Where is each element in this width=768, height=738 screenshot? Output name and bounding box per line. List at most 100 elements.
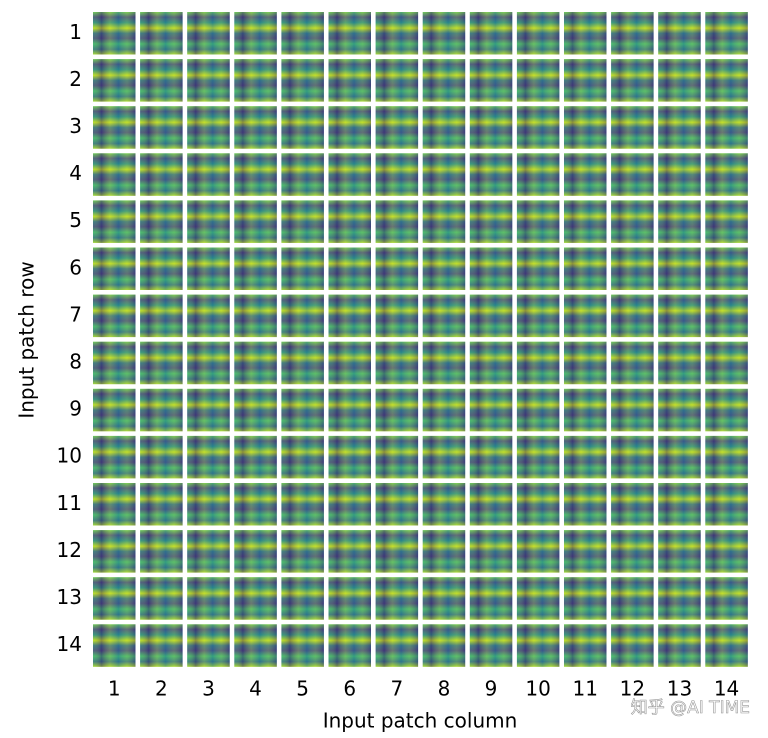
- tile-overlay: [516, 341, 560, 385]
- tile-overlay: [375, 388, 419, 432]
- tile-overlay: [469, 388, 513, 432]
- tile-overlay: [705, 294, 748, 338]
- tile-overlay: [469, 294, 513, 338]
- tile-overlay: [611, 247, 654, 290]
- tile-overlay: [281, 59, 324, 102]
- tile-overlay: [234, 388, 277, 432]
- tile-overlay: [564, 247, 607, 290]
- tile-overlay: [564, 12, 607, 55]
- x-tick-label: 13: [667, 677, 692, 701]
- tile-overlay: [611, 435, 654, 479]
- tile-overlay: [328, 12, 371, 55]
- tile-overlay: [658, 577, 701, 620]
- x-tick-label: 6: [343, 677, 356, 701]
- tile-overlay: [187, 341, 230, 385]
- tile-overlay: [328, 483, 371, 526]
- tile-overlay: [516, 59, 560, 102]
- tile-overlay: [281, 106, 324, 149]
- tile-overlay: [281, 341, 324, 385]
- tile-overlay: [516, 435, 560, 479]
- x-tick-label: 14: [714, 677, 739, 701]
- tile-overlay: [328, 59, 371, 102]
- tile-overlay: [422, 341, 466, 385]
- tile-overlay: [140, 294, 183, 338]
- tile-overlay: [187, 435, 230, 479]
- tile-overlay: [516, 247, 560, 290]
- tile-overlay: [328, 577, 371, 620]
- tile-overlay: [422, 106, 466, 149]
- tile-overlay: [281, 153, 324, 196]
- tile-overlay: [658, 435, 701, 479]
- tile-overlay: [516, 294, 560, 338]
- tile-overlay: [93, 153, 136, 196]
- tile-overlay: [422, 577, 466, 620]
- tile-overlay: [93, 12, 136, 55]
- tile-overlay: [375, 294, 419, 338]
- tile-overlay: [658, 294, 701, 338]
- y-tick-label: 9: [69, 397, 82, 421]
- tile-overlay: [328, 341, 371, 385]
- tile-overlay: [234, 435, 277, 479]
- tile-grid: [93, 12, 748, 667]
- x-tick-label: 8: [438, 677, 451, 701]
- tile-overlay: [658, 153, 701, 196]
- tile-overlay: [281, 388, 324, 432]
- tile-overlay: [705, 59, 748, 102]
- tile-overlay: [187, 624, 230, 667]
- tile-overlay: [658, 483, 701, 526]
- tile-overlay: [422, 530, 466, 573]
- tile-overlay: [516, 530, 560, 573]
- y-tick-label: 12: [57, 538, 82, 562]
- tile-overlay: [469, 624, 513, 667]
- tile-overlay: [234, 153, 277, 196]
- tile-overlay: [234, 106, 277, 149]
- tile-overlay: [611, 388, 654, 432]
- tile-overlay: [422, 12, 466, 55]
- tile-overlay: [705, 435, 748, 479]
- y-tick-label: 14: [57, 632, 82, 656]
- tile-overlay: [422, 153, 466, 196]
- x-tick-label: 10: [525, 677, 550, 701]
- tile-overlay: [658, 530, 701, 573]
- tile-overlay: [564, 294, 607, 338]
- x-tick-label: 1: [108, 677, 121, 701]
- tile-overlay: [234, 577, 277, 620]
- tile-overlay: [328, 106, 371, 149]
- tile-overlay: [422, 435, 466, 479]
- tile-overlay: [328, 435, 371, 479]
- tile-overlay: [564, 106, 607, 149]
- tile-overlay: [93, 388, 136, 432]
- tile-overlay: [187, 247, 230, 290]
- tile-overlay: [658, 106, 701, 149]
- tile-overlay: [611, 294, 654, 338]
- tile-overlay: [93, 200, 136, 243]
- tile-overlay: [93, 435, 136, 479]
- tile-overlay: [422, 624, 466, 667]
- tile-overlay: [234, 624, 277, 667]
- tile-overlay: [658, 59, 701, 102]
- tile-overlay: [140, 388, 183, 432]
- tile-overlay: [281, 200, 324, 243]
- tile-overlay: [705, 12, 748, 55]
- tile-overlay: [234, 12, 277, 55]
- tile-overlay: [705, 106, 748, 149]
- tile-overlay: [564, 153, 607, 196]
- tile-overlay: [611, 12, 654, 55]
- tile-overlay: [564, 59, 607, 102]
- tile-overlay: [140, 435, 183, 479]
- tile-overlay: [422, 200, 466, 243]
- tile-overlay: [234, 483, 277, 526]
- tile-overlay: [187, 530, 230, 573]
- tile-overlay: [516, 577, 560, 620]
- tile-overlay: [469, 530, 513, 573]
- tile-overlay: [705, 153, 748, 196]
- tile-overlay: [658, 341, 701, 385]
- tile-overlay: [611, 530, 654, 573]
- tile-overlay: [658, 200, 701, 243]
- tile-overlay: [375, 59, 419, 102]
- tile-overlay: [516, 106, 560, 149]
- tile-overlay: [469, 12, 513, 55]
- tile-overlay: [564, 435, 607, 479]
- watermark: 知乎 @AI TIME: [631, 698, 750, 718]
- tile-overlay: [375, 624, 419, 667]
